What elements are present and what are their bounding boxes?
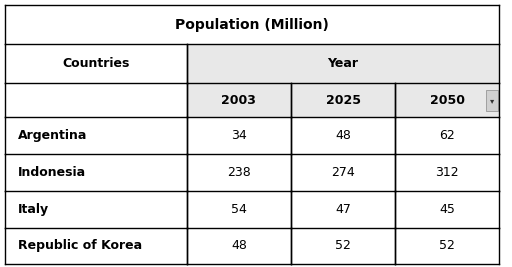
Text: Countries: Countries (62, 57, 130, 70)
Text: 2025: 2025 (326, 94, 360, 107)
Text: 312: 312 (435, 166, 459, 179)
Text: 52: 52 (439, 239, 455, 253)
Text: Republic of Korea: Republic of Korea (18, 239, 142, 253)
Text: 48: 48 (335, 129, 351, 142)
Text: 45: 45 (439, 203, 455, 216)
Text: 47: 47 (335, 203, 351, 216)
Bar (486, 90, 498, 111)
Text: 274: 274 (331, 166, 355, 179)
Text: 52: 52 (335, 239, 351, 253)
Text: Argentina: Argentina (18, 129, 87, 142)
Bar (187, 44, 499, 83)
Text: 54: 54 (231, 203, 247, 216)
Text: 62: 62 (439, 129, 455, 142)
Text: 34: 34 (231, 129, 247, 142)
Text: Year: Year (328, 57, 358, 70)
Bar (291, 83, 395, 117)
Text: 48: 48 (231, 239, 247, 253)
Text: 238: 238 (227, 166, 251, 179)
Text: 2050: 2050 (430, 94, 465, 107)
Text: Indonesia: Indonesia (18, 166, 86, 179)
Text: ▾: ▾ (490, 96, 494, 105)
Text: Population (Million): Population (Million) (175, 18, 329, 32)
Bar (187, 83, 291, 117)
Bar (395, 83, 499, 117)
Text: 2003: 2003 (222, 94, 257, 107)
Text: Italy: Italy (18, 203, 49, 216)
